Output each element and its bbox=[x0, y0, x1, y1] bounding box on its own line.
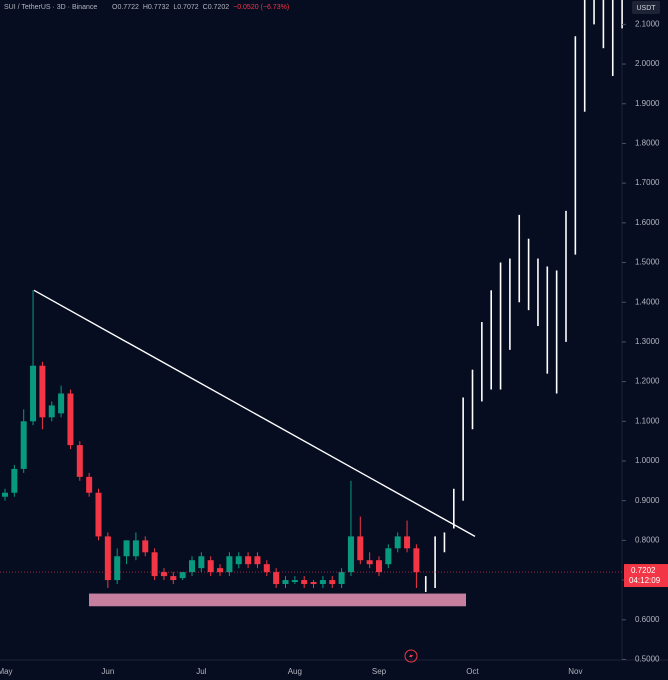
countdown: 04:12:09 bbox=[629, 576, 661, 585]
y-tick-label: 2.0000 bbox=[635, 59, 660, 68]
y-tick-label: 1.9000 bbox=[635, 99, 660, 108]
y-tick-label: 0.5000 bbox=[635, 655, 660, 664]
x-tick-label: Oct bbox=[466, 667, 479, 676]
y-tick-label: 1.5000 bbox=[635, 258, 660, 267]
candle-body bbox=[338, 572, 345, 585]
candle-body bbox=[104, 536, 111, 581]
y-tick-label: 0.6000 bbox=[635, 615, 660, 624]
candle-body bbox=[2, 492, 8, 497]
candle-body bbox=[67, 393, 74, 446]
currency-badge bbox=[632, 1, 660, 14]
currency: USDT bbox=[636, 5, 656, 12]
y-tick-label: 1.0000 bbox=[635, 456, 660, 465]
ohlc-item: O0.7722 bbox=[112, 4, 139, 11]
candle-body bbox=[245, 556, 252, 565]
candle-body bbox=[207, 560, 214, 573]
candle-body bbox=[366, 560, 373, 565]
y-tick-label: 1.6000 bbox=[635, 218, 660, 227]
ohlc-item: H0.7732 bbox=[143, 4, 170, 11]
candle-body bbox=[263, 564, 270, 573]
candle-body bbox=[170, 576, 177, 581]
candle-body bbox=[235, 556, 242, 565]
ohlc-item: L0.7072 bbox=[173, 4, 198, 11]
x-tick-label: Jul bbox=[196, 667, 206, 676]
candle-body bbox=[142, 540, 149, 553]
candle-body bbox=[385, 548, 392, 565]
candle-body bbox=[329, 580, 336, 585]
candle-body bbox=[39, 365, 46, 418]
y-tick-label: 1.4000 bbox=[635, 297, 660, 306]
y-tick-label: 1.8000 bbox=[635, 139, 660, 148]
candle-body bbox=[160, 572, 167, 577]
candle-body bbox=[254, 556, 261, 565]
x-tick-label: Jun bbox=[101, 667, 114, 676]
candle-body bbox=[394, 536, 401, 549]
y-tick-label: 0.8000 bbox=[635, 535, 660, 544]
trendline bbox=[33, 289, 476, 538]
candle-body bbox=[217, 568, 224, 573]
candle-body bbox=[347, 536, 354, 573]
candle-body bbox=[226, 556, 233, 573]
candle-body bbox=[123, 540, 130, 557]
x-tick-label: May bbox=[0, 667, 13, 676]
candle-body bbox=[30, 365, 37, 422]
plot bbox=[0, 0, 623, 607]
candle-body bbox=[11, 468, 18, 493]
candle-body bbox=[357, 536, 364, 561]
last-price-box bbox=[624, 564, 668, 588]
candle-body bbox=[198, 556, 205, 569]
y-tick-label: 1.2000 bbox=[635, 377, 660, 386]
candle-body bbox=[301, 580, 308, 585]
candle-body bbox=[114, 556, 121, 581]
candle-body bbox=[189, 560, 195, 573]
y-tick-label: 1.3000 bbox=[635, 337, 660, 346]
candle-body bbox=[58, 393, 65, 414]
last-price-label: 0.7202 bbox=[631, 566, 656, 575]
candle-body bbox=[319, 580, 326, 585]
candle-body bbox=[151, 552, 158, 577]
candle-body bbox=[273, 572, 280, 585]
candle-body bbox=[291, 580, 298, 583]
candle-body bbox=[404, 536, 411, 549]
ohlc-item: C0.7202 bbox=[203, 4, 230, 11]
support-zone bbox=[89, 593, 466, 607]
candle-body bbox=[48, 405, 55, 418]
candle-body bbox=[132, 540, 139, 557]
y-tick-label: 1.7000 bbox=[635, 178, 660, 187]
x-tick-label: Aug bbox=[288, 667, 302, 676]
candle-body bbox=[95, 492, 102, 537]
candle-body bbox=[179, 572, 186, 579]
x-tick-label: Nov bbox=[568, 667, 582, 676]
x-tick-label: Sep bbox=[372, 667, 387, 676]
candle-body bbox=[86, 476, 93, 493]
candle-body bbox=[310, 582, 317, 585]
ohlc: O0.7722 H0.7732 L0.7072 C0.7202 −0.0520 (−6.… bbox=[112, 4, 289, 11]
ohlc-item: −0.0520 (−6.73%) bbox=[233, 4, 289, 11]
candle-body bbox=[20, 421, 27, 469]
symbol-title: SUI / TetherUS · 3D · Binance bbox=[4, 4, 97, 11]
candle-body bbox=[413, 548, 420, 573]
header-bg bbox=[2, 1, 480, 14]
candle-body bbox=[282, 580, 289, 585]
flash-icon bbox=[404, 649, 418, 663]
y-tick-label: 2.1000 bbox=[635, 19, 660, 28]
y-tick-label: 0.9000 bbox=[635, 496, 660, 505]
candle-body bbox=[376, 560, 382, 573]
candle-body bbox=[76, 445, 83, 477]
y-tick-label: 1.1000 bbox=[635, 416, 660, 425]
